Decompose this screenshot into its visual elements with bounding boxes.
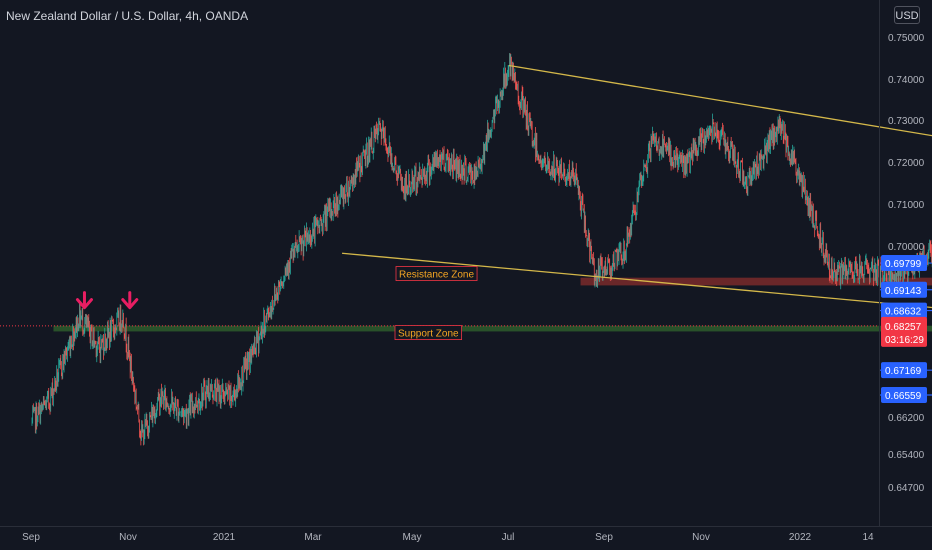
price-tick-label: 0.65400 (888, 450, 925, 461)
time-tick-label: Mar (304, 532, 322, 543)
current-price-bg (881, 316, 927, 347)
time-axis[interactable]: Sep Nov 2021 Mar May Jul Sep Nov 2022 14 (22, 532, 874, 543)
price-tick-label: 0.66200 (888, 413, 925, 424)
price-tick-label: 0.75000 (888, 33, 925, 44)
level-price-tag: 0.69143 (881, 281, 927, 298)
current-price-value: 0.68257 (885, 322, 922, 333)
zones (53, 277, 932, 332)
tag-text: 0.68632 (885, 307, 922, 318)
tag-bg (881, 387, 927, 404)
price-tick-label: 0.72000 (888, 158, 925, 169)
tag-text: 0.69799 (885, 259, 922, 270)
arrow-head (121, 298, 139, 310)
countdown-timer: 03:16:29 (885, 335, 924, 346)
resistance-zone-label: Resistance Zone (395, 266, 478, 281)
tag-text: 0.69143 (885, 286, 922, 297)
price-tags: 0.69799 0.69143 0.68632 0.67169 0.66559 0.682… (881, 255, 927, 404)
time-tick-label: Sep (595, 532, 613, 543)
level-price-tag: 0.68632 (881, 302, 927, 319)
tag-text: 0.67169 (885, 366, 922, 377)
price-tick-label: 0.73000 (888, 116, 925, 127)
level-price-tag: 0.69799 (881, 255, 927, 272)
zone-label-text: Support Zone (398, 329, 459, 340)
tag-text: 0.66559 (885, 391, 922, 402)
zone-label-text: Resistance Zone (399, 270, 474, 281)
level-price-tag: 0.67169 (881, 362, 927, 379)
time-tick-label: 14 (862, 532, 874, 543)
price-tick-label: 0.64700 (888, 483, 925, 494)
time-tick-label: Sep (22, 532, 40, 543)
chart-title: New Zealand Dollar / U.S. Dollar, 4h, OA… (6, 9, 249, 23)
tag-bg (881, 362, 927, 379)
price-tick-label: 0.74000 (888, 75, 925, 86)
trendline-lower (341, 252, 932, 309)
current-price-tag: 0.68257 03:16:29 (881, 316, 927, 347)
trendline-upper (508, 64, 932, 137)
trendlines (341, 64, 932, 309)
time-tick-label: 2021 (213, 532, 236, 543)
time-tick-label: May (403, 532, 422, 543)
support-zone (53, 325, 932, 332)
support-zone-label: Support Zone (394, 325, 463, 340)
currency-button[interactable]: USD (894, 6, 920, 24)
time-tick-label: Nov (692, 532, 710, 543)
time-tick-label: 2022 (789, 532, 812, 543)
time-tick-label: Jul (502, 532, 515, 543)
tag-bg (881, 255, 927, 272)
level-price-tag: 0.66559 (881, 387, 927, 404)
arrow-markers (75, 291, 139, 310)
price-tick-label: 0.70000 (888, 242, 925, 253)
down-arrow-icon (75, 291, 93, 310)
tag-bg (881, 281, 927, 298)
tag-bg (881, 302, 927, 319)
arrow-head (75, 298, 93, 310)
candles (31, 53, 932, 446)
resistance-zone (580, 277, 932, 286)
zone-label-box (394, 325, 463, 340)
down-arrow-icon (121, 291, 139, 310)
time-tick-label: Nov (119, 532, 137, 543)
price-tick-label: 0.71000 (888, 200, 925, 211)
zone-label-box (395, 266, 478, 281)
zone-labels: Resistance Zone Support Zone (394, 266, 478, 340)
